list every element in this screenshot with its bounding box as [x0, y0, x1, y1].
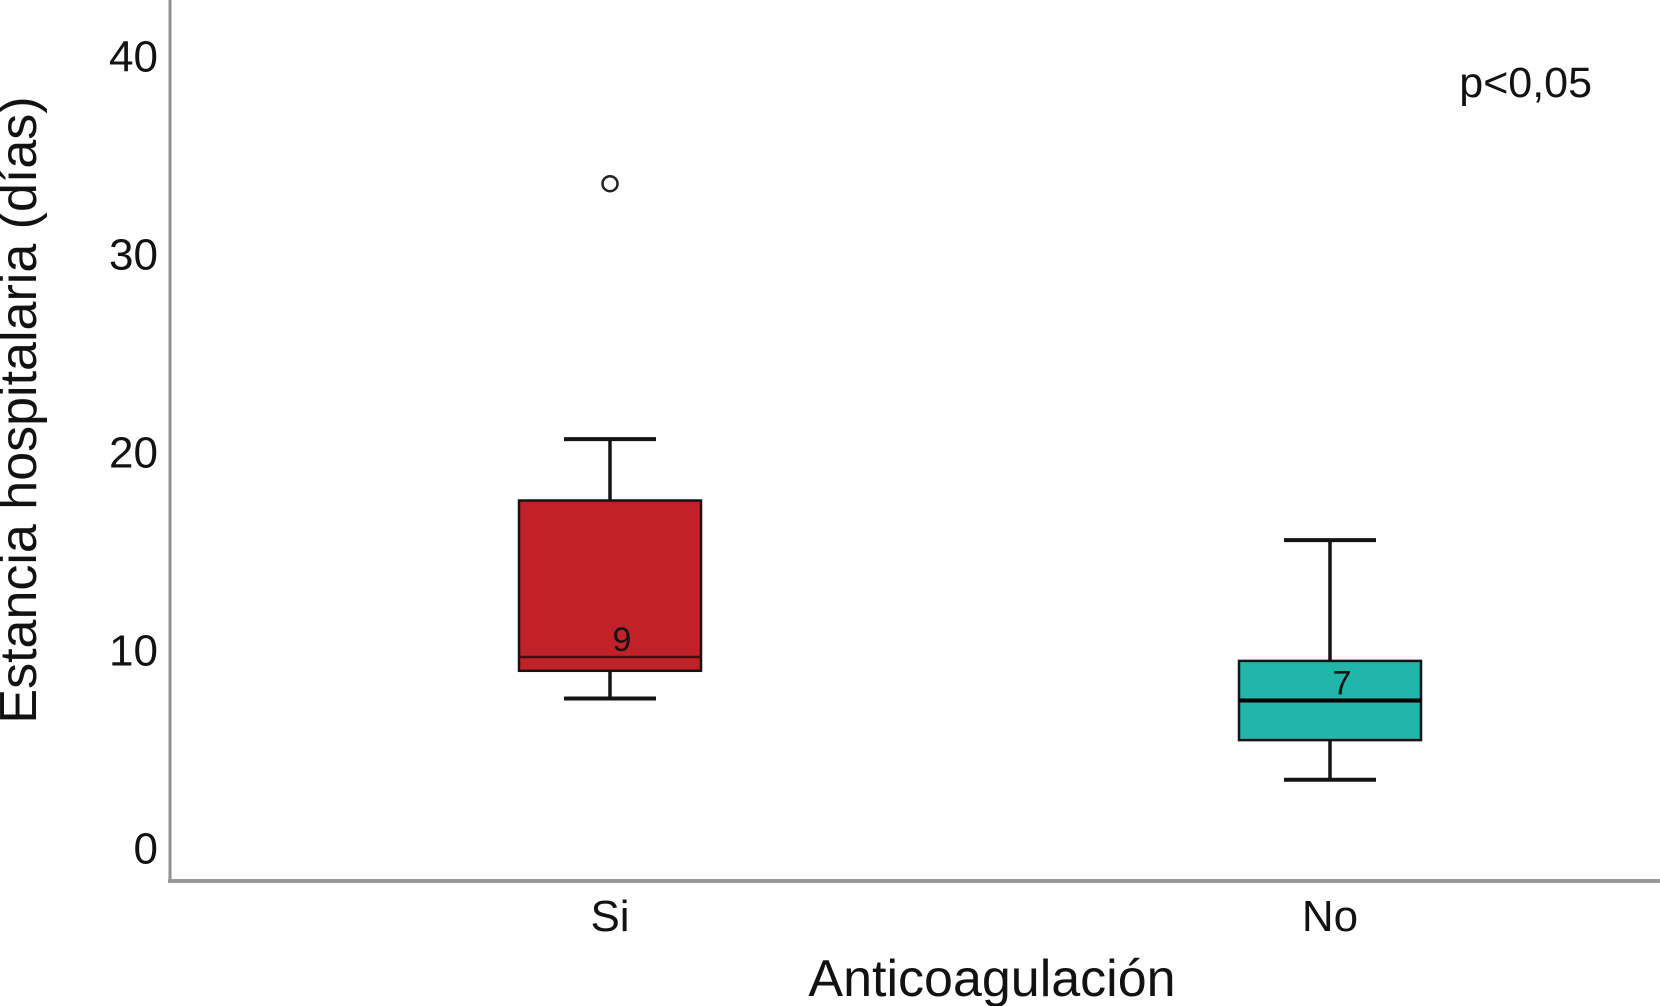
x-axis-title: Anticoagulación: [808, 950, 1175, 1006]
median-label-no: 7: [1333, 665, 1352, 703]
box-si: [517, 499, 703, 673]
p-value-annotation: p<0,05: [1459, 59, 1592, 107]
outlier-point-si: [601, 174, 619, 193]
y-tick-label: 0: [134, 825, 158, 874]
x-category-label-no: No: [1302, 892, 1358, 941]
y-tick-label: 10: [109, 627, 158, 676]
median-label-si: 9: [613, 621, 632, 659]
x-category-label-si: Si: [590, 892, 629, 941]
y-tick-label: 20: [109, 429, 158, 478]
y-tick-label: 40: [109, 33, 158, 82]
y-tick-label: 30: [109, 231, 158, 280]
y-axis-title: Estancia hospitalaria (días): [0, 96, 48, 723]
